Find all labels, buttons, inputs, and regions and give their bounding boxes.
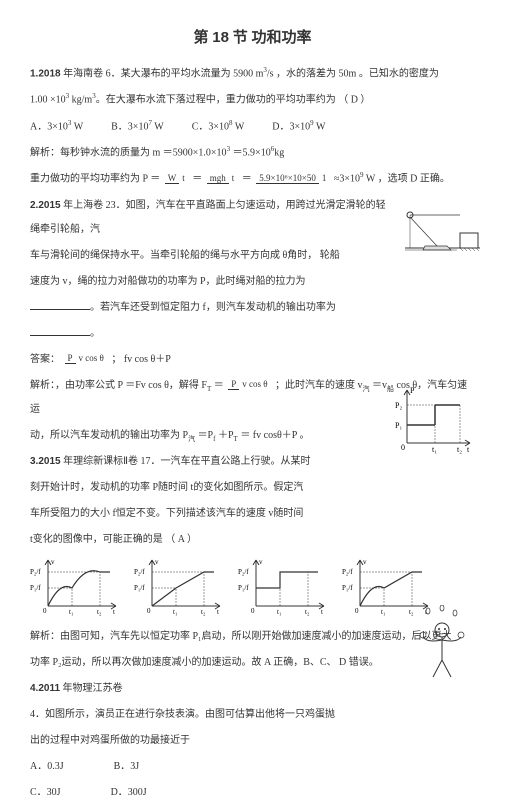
q4-opts2: C．30JD．300J: [30, 781, 475, 805]
svg-text:t₁: t₁: [173, 608, 177, 616]
q4-line3: 出的过程中对鸡蛋所做的功最接近于: [30, 729, 475, 753]
q4-line2: 4．如图所示，演员正在进行杂技表演。由图可估算出他将一只鸡蛋抛: [30, 703, 475, 727]
svg-text:0: 0: [401, 443, 405, 452]
svg-text:t: t: [217, 608, 219, 616]
svg-text:t₂: t₂: [201, 608, 206, 616]
svg-text:0: 0: [251, 607, 255, 615]
svg-text:t: t: [321, 608, 323, 616]
svg-text:t₁: t₁: [432, 445, 437, 454]
q1-sol2: 重力做功的平均功率约为 P ＝ Wt ＝ mght ＝ 5.9×10⁶×10×5…: [30, 167, 475, 191]
q1-sol1: 解析：每秒钟水流的质量为 m ＝5900×1.0×103 ＝5.9×106kg: [30, 141, 475, 165]
q2-line3: 速度为 v，绳的拉力对船做功的功率为 P，此时绳对船的拉力为: [30, 270, 475, 294]
q2-line4b: 。: [30, 322, 475, 346]
svg-text:t₂: t₂: [97, 608, 102, 616]
q4-opts1: A．0.3JB．3J: [30, 755, 475, 779]
q3-line4: t变化的图像中，可能正确的是 （ A ）: [30, 528, 475, 552]
q1-line1: 1.2018 年海南卷 6．某大瀑布的平均水流量为 5900 m3/s ，水的落…: [30, 62, 475, 86]
q3-sol1: 解析：由图可知，汽车先以恒定功率 P₁启动，所以刚开始做加速度减小的加速度运动，…: [30, 625, 475, 649]
svg-text:P₁/f: P₁/f: [342, 584, 353, 592]
svg-text:P₂/f: P₂/f: [238, 568, 249, 576]
svg-text:t₂: t₂: [457, 445, 462, 454]
svg-text:P₂/f: P₂/f: [342, 568, 353, 576]
svg-text:P₁/f: P₁/f: [238, 584, 249, 592]
svg-text:t₁: t₁: [381, 608, 385, 616]
svg-text:v: v: [363, 558, 367, 566]
svg-text:v: v: [155, 558, 159, 566]
svg-text:P₁/f: P₁/f: [30, 584, 41, 592]
svg-text:P: P: [410, 386, 415, 395]
chart-c: v P₂/f P₁/f 0 t₁ t₂ t: [238, 556, 328, 621]
svg-text:v: v: [51, 558, 55, 566]
q3-sol2: 功率 P₂运动，所以再次做加速度减小的加速运动。故 A 正确，B、C、 D 错误…: [30, 651, 475, 675]
svg-text:t: t: [113, 608, 115, 616]
juggler-figure: [415, 605, 470, 680]
svg-text:P₂/f: P₂/f: [30, 568, 41, 576]
q3-line2: 刻开始计时，发动机的功率 P随时间 t的变化如图所示。假定汽: [30, 476, 475, 500]
svg-text:P₂/f: P₂/f: [134, 568, 145, 576]
chart-a: v P₂/f P₁/f 0 t₁ t₂ t: [30, 556, 120, 621]
svg-text:t₂: t₂: [409, 608, 414, 616]
svg-text:t₂: t₂: [305, 608, 310, 616]
svg-text:t₁: t₁: [277, 608, 281, 616]
svg-text:0: 0: [43, 607, 47, 615]
svg-text:P₁: P₁: [395, 421, 402, 430]
q4-line1: 4.2011 年物理江苏卷: [30, 677, 475, 701]
section-title: 第 18 节 功和功率: [30, 20, 475, 56]
option-charts: v P₂/f P₁/f 0 t₁ t₂ t v P₂/f P₁/f 0 t₁ t…: [30, 556, 475, 621]
q3-line3: 车所受阻力的大小 f恒定不变。下列描述该汽车的速度 v随时间: [30, 502, 475, 526]
q2-line4: 。若汽车还受到恒定阻力 f，则汽车发动机的输出功率为: [30, 296, 475, 320]
p-t-graph: P P₂ P₁ 0 t₁ t₂ t: [395, 385, 475, 455]
svg-text:v: v: [259, 558, 263, 566]
q1-line2: 1.00 ×103 kg/m3。在大瀑布水流下落过程中，重力做功的平均功率约为 …: [30, 88, 475, 112]
svg-text:P₁/f: P₁/f: [134, 584, 145, 592]
svg-text:0: 0: [355, 607, 359, 615]
chart-b: v P₂/f P₁/f 0 t₁ t₂ t: [134, 556, 224, 621]
q1-options: A．3×103 W B．3×107 W C．3×108 W D．3×109 W: [30, 115, 475, 139]
svg-text:P₂: P₂: [395, 401, 402, 410]
boat-figure: [405, 210, 480, 255]
svg-text:t: t: [467, 445, 470, 454]
svg-text:0: 0: [147, 607, 151, 615]
svg-text:t₁: t₁: [69, 608, 73, 616]
q2-ans: 答案： Pv cos θ ； fv cos θ＋P: [30, 348, 475, 372]
